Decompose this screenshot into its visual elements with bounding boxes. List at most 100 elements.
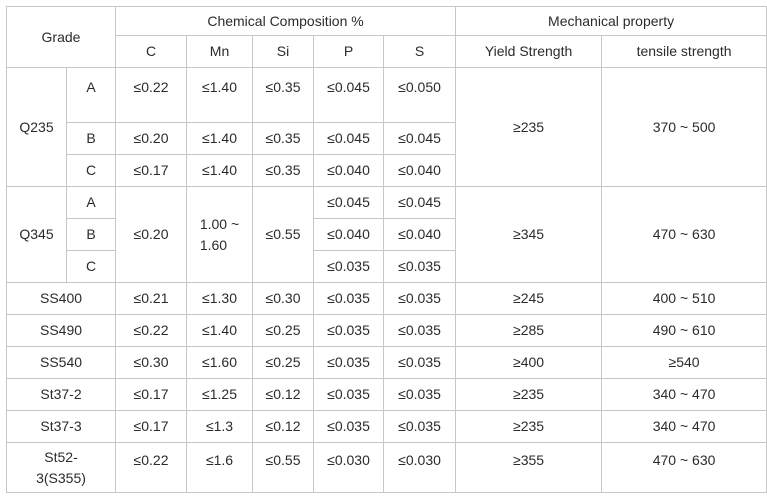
cell-s: ≤0.035 <box>383 378 457 411</box>
cell-yield: ≥235 <box>455 378 603 411</box>
subgrade-cell: C <box>65 250 117 283</box>
table-row-ss540: SS540 ≤0.30 ≤1.60 ≤0.25 ≤0.035 ≤0.035 ≥4… <box>5 346 767 379</box>
table-row-q345-a: Q345 A ≤0.20 1.00 ~ 1.60 ≤0.55 ≤0.045 ≤0… <box>6 186 767 283</box>
cell-mn: ≤1.6 <box>186 442 254 493</box>
table-row-st37-2: St37-2 ≤0.17 ≤1.25 ≤0.12 ≤0.035 ≤0.035 ≥… <box>5 378 767 411</box>
cell-si: ≤0.35 <box>252 67 315 123</box>
cell-p: ≤0.040 <box>313 218 385 251</box>
cell-yield: ≥400 <box>455 346 603 379</box>
cell-yield-q345: ≥345 <box>455 186 603 283</box>
col-header-p: P <box>313 35 385 68</box>
cell-tensile-q235: 370 ~ 500 <box>601 67 767 187</box>
table-row-ss400: SS400 ≤0.21 ≤1.30 ≤0.30 ≤0.035 ≤0.035 ≥2… <box>5 282 767 315</box>
cell-yield: ≥355 <box>455 442 603 493</box>
steel-spec-table: Grade Chemical Composition % Mechanical … <box>5 6 767 493</box>
cell-tensile: 470 ~ 630 <box>601 442 767 493</box>
cell-yield: ≥245 <box>455 282 603 315</box>
cell-p: ≤0.045 <box>313 122 385 155</box>
cell-c: ≤0.22 <box>115 442 188 493</box>
cell-tensile: 340 ~ 470 <box>601 378 767 411</box>
table-row-q235-b: B ≤0.20 ≤1.40 ≤0.35 ≤0.045 ≤0.045 <box>7 122 767 155</box>
grade-header-cell: Grade <box>5 6 117 68</box>
cell-si: ≤0.25 <box>252 346 315 379</box>
subgrade-cell: B <box>65 122 117 155</box>
header-row-groups: Grade Chemical Composition % Mechanical … <box>5 6 767 68</box>
cell-s: ≤0.030 <box>383 442 457 493</box>
col-header-tensile-strength: tensile strength <box>601 35 767 68</box>
cell-c: ≤0.17 <box>115 154 188 187</box>
subgrade-cell: C <box>65 154 117 187</box>
subgrade-cell: A <box>65 67 117 123</box>
cell-p: ≤0.035 <box>313 410 385 443</box>
col-header-c: C <box>115 35 188 68</box>
cell-mn: ≤1.25 <box>186 378 254 411</box>
cell-c: ≤0.17 <box>115 410 188 443</box>
cell-mn-q345: 1.00 ~ 1.60 <box>186 186 254 283</box>
cell-s: ≤0.035 <box>383 410 457 443</box>
table-row-st37-3: St37-3 ≤0.17 ≤1.3 ≤0.12 ≤0.035 ≤0.035 ≥2… <box>5 410 767 443</box>
subgrade-cell: A <box>65 186 117 219</box>
cell-tensile: 490 ~ 610 <box>601 314 767 347</box>
table-row-q235-c: C ≤0.17 ≤1.40 ≤0.35 ≤0.040 ≤0.040 <box>7 154 767 187</box>
cell-p: ≤0.045 <box>313 186 385 219</box>
cell-c: ≤0.21 <box>115 282 188 315</box>
cell-c: ≤0.22 <box>115 314 188 347</box>
cell-tensile: 340 ~ 470 <box>601 410 767 443</box>
cell-s: ≤0.035 <box>383 250 457 283</box>
cell-si: ≤0.35 <box>252 122 315 155</box>
col-header-si: Si <box>252 35 315 68</box>
grade-cell-q235: Q235 <box>6 67 67 187</box>
cell-yield: ≥235 <box>455 410 603 443</box>
subgrade-cell: B <box>65 218 117 251</box>
cell-si: ≤0.12 <box>252 378 315 411</box>
cell-c-q345: ≤0.20 <box>115 186 188 283</box>
col-header-yield-strength: Yield Strength <box>455 35 603 68</box>
grade-cell: St52- 3(S355) <box>5 442 117 493</box>
cell-s: ≤0.035 <box>383 346 457 379</box>
cell-mn: ≤1.40 <box>186 154 254 187</box>
cell-p: ≤0.035 <box>313 378 385 411</box>
grade-cell: SS400 <box>5 282 117 315</box>
cell-yield-q235: ≥235 <box>455 67 603 187</box>
grade-cell: SS540 <box>5 346 117 379</box>
grade-cell-q345: Q345 <box>6 186 67 283</box>
cell-tensile: ≥540 <box>601 346 767 379</box>
grade-cell: St37-2 <box>5 378 117 411</box>
cell-mn: ≤1.40 <box>186 314 254 347</box>
col-header-s: S <box>383 35 457 68</box>
cell-s: ≤0.040 <box>383 154 457 187</box>
cell-mn: ≤1.40 <box>186 67 254 123</box>
cell-p: ≤0.045 <box>313 67 385 123</box>
cell-tensile-q345: 470 ~ 630 <box>601 186 767 283</box>
cell-mn: ≤1.60 <box>186 346 254 379</box>
table-row-q235-a: Q235 A ≤0.22 ≤1.40 ≤0.35 ≤0.045 ≤0.050 ≥… <box>6 67 767 187</box>
mechanical-property-header-cell: Mechanical property <box>455 6 767 36</box>
col-header-mn: Mn <box>186 35 254 68</box>
chemical-composition-header-cell: Chemical Composition % <box>115 6 457 36</box>
cell-si: ≤0.12 <box>252 410 315 443</box>
cell-p: ≤0.035 <box>313 250 385 283</box>
grade-cell: St37-3 <box>5 410 117 443</box>
header-row-columns: C Mn Si P S Yield Strength tensile stren… <box>7 35 767 68</box>
cell-mn: ≤1.3 <box>186 410 254 443</box>
cell-p: ≤0.035 <box>313 346 385 379</box>
cell-p: ≤0.035 <box>313 282 385 315</box>
grade-cell: SS490 <box>5 314 117 347</box>
cell-p: ≤0.030 <box>313 442 385 493</box>
cell-si: ≤0.25 <box>252 314 315 347</box>
cell-c: ≤0.22 <box>115 67 188 123</box>
cell-s: ≤0.035 <box>383 314 457 347</box>
cell-s: ≤0.045 <box>383 186 457 219</box>
cell-si-q345: ≤0.55 <box>252 186 315 283</box>
cell-mn: ≤1.40 <box>186 122 254 155</box>
cell-c: ≤0.30 <box>115 346 188 379</box>
table-row-q345-c: C ≤0.035 ≤0.035 <box>7 250 767 283</box>
cell-c: ≤0.17 <box>115 378 188 411</box>
cell-si: ≤0.30 <box>252 282 315 315</box>
cell-c: ≤0.20 <box>115 122 188 155</box>
cell-s: ≤0.050 <box>383 67 457 123</box>
cell-yield: ≥285 <box>455 314 603 347</box>
cell-si: ≤0.35 <box>252 154 315 187</box>
table-row-ss490: SS490 ≤0.22 ≤1.40 ≤0.25 ≤0.035 ≤0.035 ≥2… <box>5 314 767 347</box>
